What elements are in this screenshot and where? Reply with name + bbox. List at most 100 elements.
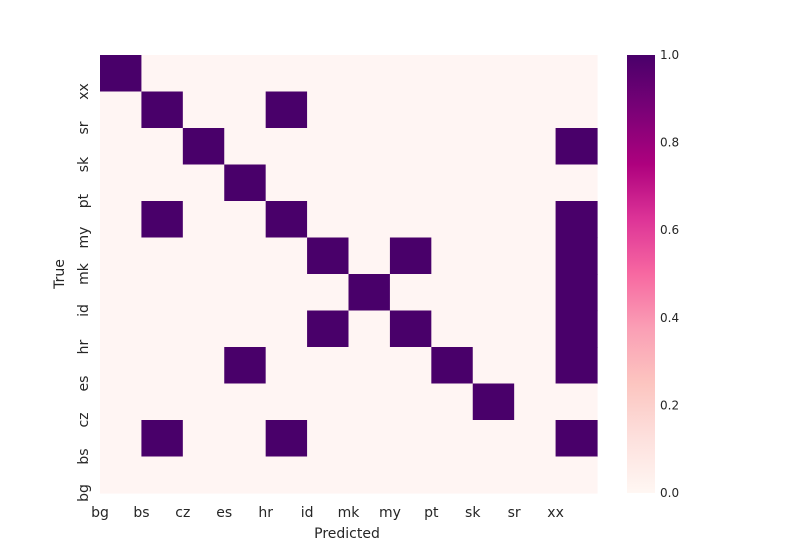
heatmap-cell-r8-c7: [389, 347, 432, 385]
heatmap-cell-r9-c4: [265, 383, 308, 421]
heatmap-cell-r5-c2: [182, 237, 225, 275]
heatmap-cell-r2-c5: [307, 128, 350, 166]
colorbar-tick-label: 0.2: [660, 398, 679, 412]
y-tick-label: mk: [76, 262, 92, 285]
heatmap-cell-r7-c10: [514, 310, 557, 348]
heatmap-cell-r6-c0: [100, 274, 143, 312]
y-tick-label: es: [76, 376, 92, 392]
x-tick-label: bs: [133, 505, 149, 521]
heatmap-cell-r3-c3: [224, 164, 267, 202]
heatmap-cell-r0-c11: [555, 55, 598, 93]
heatmap-cell-r0-c8: [431, 55, 474, 93]
heatmap-cell-r1-c10: [514, 91, 557, 129]
heatmap-cell-r9-c2: [182, 383, 225, 421]
heatmap-cell-r10-c9: [472, 420, 515, 458]
heatmap-cell-r11-c7: [389, 456, 432, 494]
heatmap-cell-r0-c3: [224, 55, 267, 93]
heatmap-cell-r9-c1: [141, 383, 184, 421]
heatmap-cell-r7-c0: [100, 310, 143, 348]
heatmap-cell-r3-c9: [472, 164, 515, 202]
heatmap-cell-r10-c3: [224, 420, 267, 458]
heatmap-cell-r0-c10: [514, 55, 557, 93]
y-tick-label: my: [76, 227, 92, 249]
heatmap-cell-r3-c6: [348, 164, 391, 202]
heatmap-cell-r11-c10: [514, 456, 557, 494]
heatmap-cell-r4-c6: [348, 201, 391, 239]
heatmap-cell-r7-c7: [389, 310, 432, 348]
heatmap-cell-r6-c9: [472, 274, 515, 312]
heatmap-cell-r11-c11: [555, 456, 598, 494]
y-tick-label: pt: [76, 193, 92, 208]
heatmap-cell-r1-c0: [100, 91, 143, 129]
heatmap-cell-r9-c9: [472, 383, 515, 421]
heatmap-cell-r10-c1: [141, 420, 184, 458]
heatmap-cell-r4-c1: [141, 201, 184, 239]
heatmap-cell-r2-c8: [431, 128, 474, 166]
heatmap-cell-r4-c2: [182, 201, 225, 239]
x-tick-label: id: [301, 505, 314, 521]
heatmap-cell-r0-c4: [265, 55, 308, 93]
heatmap-cell-r5-c6: [348, 237, 391, 275]
heatmap-cell-r4-c0: [100, 201, 143, 239]
heatmap-cell-r4-c5: [307, 201, 350, 239]
heatmap-cell-r11-c8: [431, 456, 474, 494]
heatmap-cell-r10-c8: [431, 420, 474, 458]
heatmap-cell-r10-c5: [307, 420, 350, 458]
heatmap-cell-r4-c7: [389, 201, 432, 239]
heatmap-cell-r4-c9: [472, 201, 515, 239]
x-tick-label: bg: [91, 505, 109, 521]
x-tick-label: sr: [508, 505, 521, 521]
y-tick-label: xx: [76, 83, 92, 100]
heatmap-cell-r7-c8: [431, 310, 474, 348]
heatmap-cell-r8-c8: [431, 347, 474, 385]
heatmap-cell-r1-c7: [389, 91, 432, 129]
heatmap-cell-r0-c1: [141, 55, 184, 93]
heatmap-cell-r5-c5: [307, 237, 350, 275]
heatmap-cell-r9-c3: [224, 383, 267, 421]
heatmap-cell-r6-c1: [141, 274, 184, 312]
heatmap-cell-r2-c2: [182, 128, 225, 166]
heatmap-cell-r4-c10: [514, 201, 557, 239]
heatmap-cell-r9-c7: [389, 383, 432, 421]
y-tick-label: id: [76, 304, 92, 317]
heatmap-cell-r2-c11: [555, 128, 598, 166]
heatmap-cell-r8-c9: [472, 347, 515, 385]
heatmap-cell-r9-c8: [431, 383, 474, 421]
heatmap-cell-r8-c4: [265, 347, 308, 385]
heatmap-cell-r7-c2: [182, 310, 225, 348]
heatmap-cell-r0-c9: [472, 55, 515, 93]
heatmap-cell-r1-c6: [348, 91, 391, 129]
heatmap-cell-r8-c3: [224, 347, 267, 385]
colorbar-tick-labels: 0.0 0.2 0.4 0.6 0.8 1.0: [660, 48, 679, 500]
y-tick-labels: bg bs cz es hr id mk my pt sk sr xx: [76, 83, 92, 502]
heatmap-cell-r7-c5: [307, 310, 350, 348]
heatmap-cell-r9-c6: [348, 383, 391, 421]
x-tick-label: hr: [258, 505, 273, 521]
heatmap-cell-r2-c1: [141, 128, 184, 166]
heatmap-cell-r5-c11: [555, 237, 598, 275]
heatmap-cell-r11-c1: [141, 456, 184, 494]
heatmap-cell-r3-c4: [265, 164, 308, 202]
heatmap-cell-r4-c4: [265, 201, 308, 239]
colorbar-tick-label: 1.0: [660, 48, 679, 62]
heatmap-cell-r10-c11: [555, 420, 598, 458]
y-tick-label: bs: [76, 448, 92, 464]
heatmap-cell-r10-c10: [514, 420, 557, 458]
heatmap-cell-r3-c0: [100, 164, 143, 202]
heatmap-cell-r7-c1: [141, 310, 184, 348]
y-tick-label: cz: [76, 412, 92, 427]
heatmap-cell-r11-c0: [100, 456, 143, 494]
heatmap-cell-r8-c11: [555, 347, 598, 385]
heatmap-cell-r6-c3: [224, 274, 267, 312]
heatmap-cell-r8-c2: [182, 347, 225, 385]
heatmap-cell-r0-c7: [389, 55, 432, 93]
y-tick-label: sr: [76, 121, 92, 134]
heatmap-cell-r1-c11: [555, 91, 598, 129]
heatmap-cell-r9-c0: [100, 383, 143, 421]
heatmap-cell-r2-c9: [472, 128, 515, 166]
heatmap-cell-r2-c7: [389, 128, 432, 166]
heatmap-cell-r3-c7: [389, 164, 432, 202]
heatmap-cell-r9-c11: [555, 383, 598, 421]
heatmap-cell-r5-c9: [472, 237, 515, 275]
